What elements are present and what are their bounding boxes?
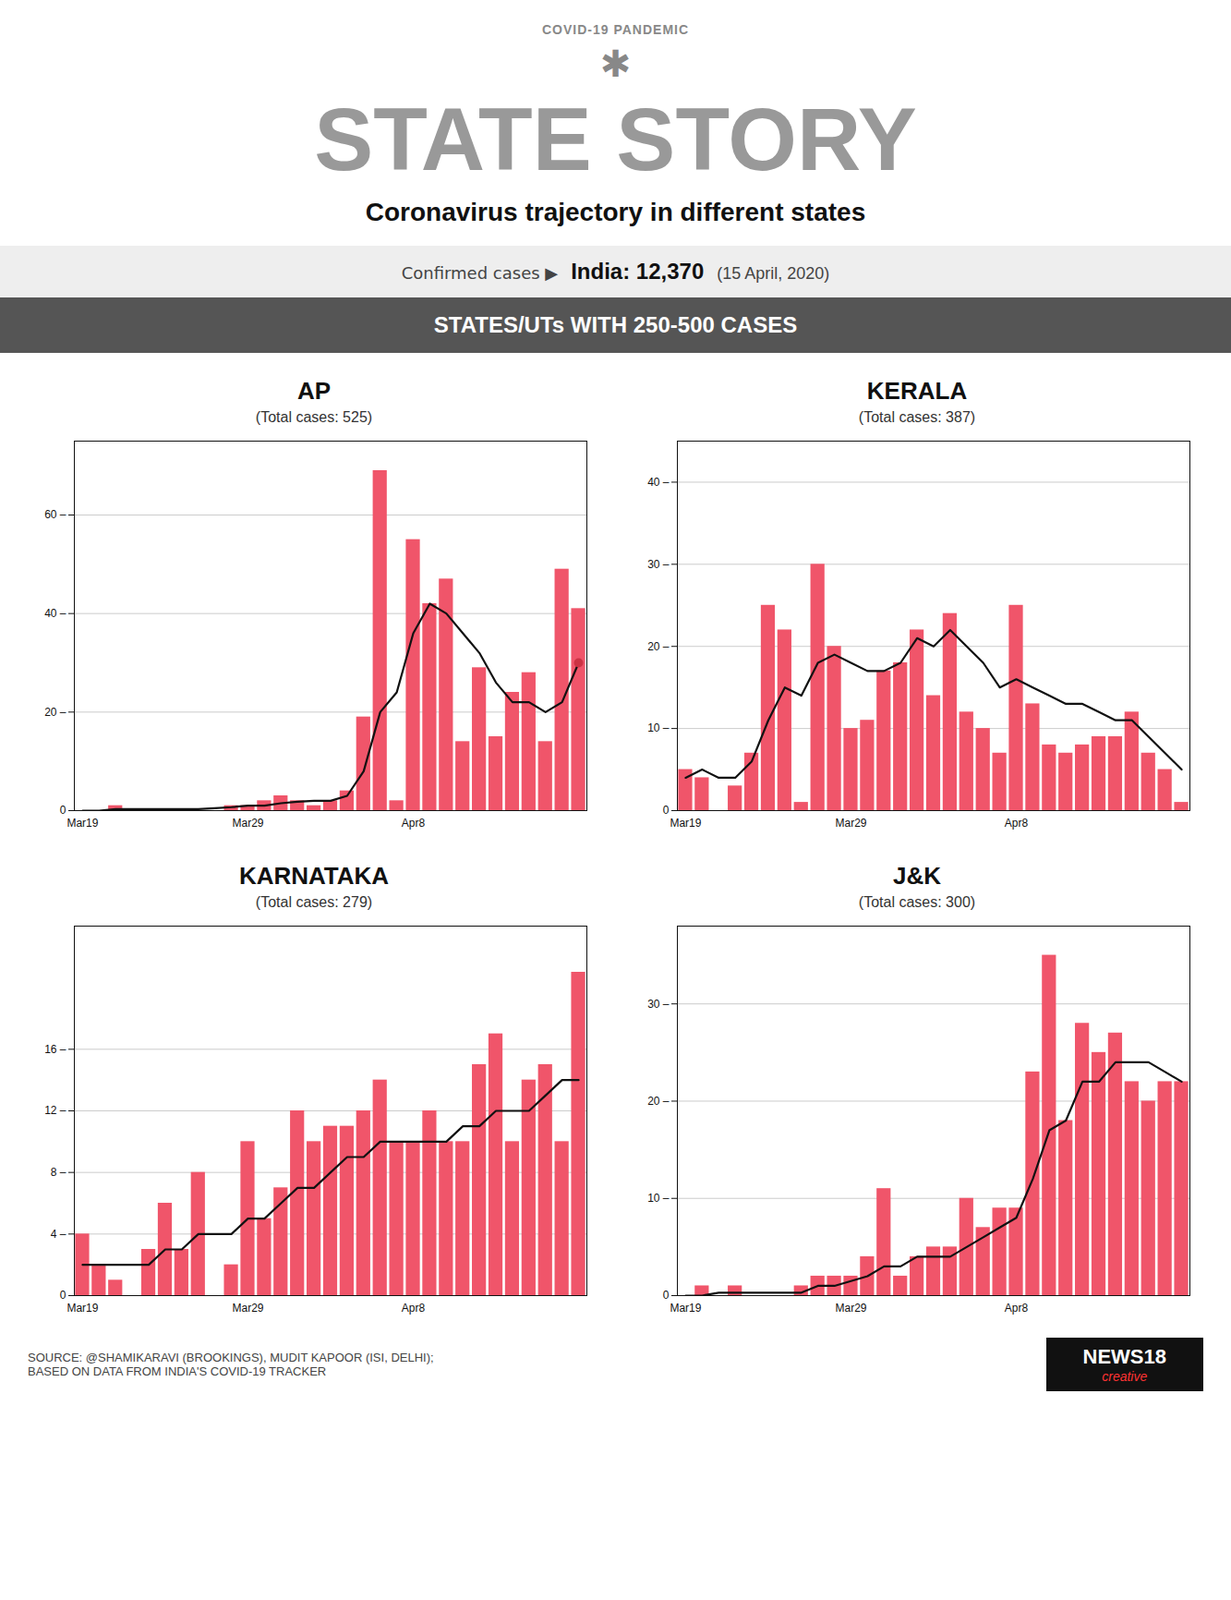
svg-text:40 –: 40 – — [647, 475, 670, 489]
html-text:KERALA: KERALA — [866, 376, 968, 405]
svg-text:60 –: 60 – — [44, 507, 67, 521]
svg-text:Apr8: Apr8 — [1004, 816, 1029, 830]
html-text:Coronavirus trajectory in diff: Coronavirus trajectory in different stat… — [365, 197, 866, 227]
html-text:COVID-19 PANDEMIC: COVID-19 PANDEMIC — [542, 22, 689, 37]
svg-text:Mar19: Mar19 — [669, 1301, 701, 1315]
svg-text:Mar29: Mar29 — [231, 816, 264, 830]
svg-text:30 –: 30 – — [647, 997, 670, 1011]
svg-text:10 –: 10 – — [647, 721, 670, 735]
svg-text:12 –: 12 – — [44, 1103, 67, 1117]
svg-text:Mar19: Mar19 — [66, 1301, 98, 1315]
html-text:NEWS18: NEWS18 — [1082, 1344, 1167, 1368]
html-text:KARNATAKA: KARNATAKA — [239, 861, 389, 890]
svg-text:4 –: 4 – — [50, 1227, 67, 1241]
svg-text:40 –: 40 – — [44, 606, 67, 620]
svg-text:Apr8: Apr8 — [401, 816, 426, 830]
svg-text:Mar29: Mar29 — [834, 816, 867, 830]
html-text:STATES/UTs WITH 250-500 CASES: STATES/UTs WITH 250-500 CASES — [433, 312, 798, 338]
svg-text:30 –: 30 – — [647, 557, 670, 571]
svg-text:Mar19: Mar19 — [66, 816, 98, 830]
svg-text:8 –: 8 – — [50, 1165, 67, 1179]
html-text:(Total cases: 387): (Total cases: 387) — [858, 409, 976, 425]
html-text:STATE STORY: STATE STORY — [314, 89, 917, 189]
html-text:(Total cases: 525): (Total cases: 525) — [255, 409, 373, 425]
svg-text:0: 0 — [663, 1288, 670, 1302]
svg-text:Mar29: Mar29 — [834, 1301, 867, 1315]
html-text:AP: AP — [297, 376, 331, 405]
html-text:(15 April, 2020): (15 April, 2020) — [716, 264, 830, 283]
html-text:J&K: J&K — [893, 861, 942, 890]
html-text:Confirmed cases ▶: Confirmed cases ▶ — [401, 263, 558, 283]
html-text:creative: creative — [1101, 1368, 1148, 1384]
svg-text:0: 0 — [663, 803, 670, 817]
svg-text:Apr8: Apr8 — [401, 1301, 426, 1315]
html-text:India: 12,370: India: 12,370 — [570, 258, 704, 284]
html-text:SOURCE: @SHAMIKARAVI (BROOKING: SOURCE: @SHAMIKARAVI (BROOKINGS), MUDIT … — [27, 1350, 434, 1378]
svg-text:10 –: 10 – — [647, 1191, 670, 1205]
svg-text:Mar29: Mar29 — [231, 1301, 264, 1315]
svg-text:20 –: 20 – — [647, 1094, 670, 1108]
svg-text:20 –: 20 – — [44, 705, 67, 719]
svg-text:Apr8: Apr8 — [1004, 1301, 1029, 1315]
html-text:(Total cases: 300): (Total cases: 300) — [858, 893, 976, 910]
svg-text:20 –: 20 – — [647, 639, 670, 653]
svg-text:16 –: 16 – — [44, 1042, 67, 1056]
svg-text:0: 0 — [60, 1288, 67, 1302]
svg-text:Mar19: Mar19 — [669, 816, 701, 830]
html-text:(Total cases: 279): (Total cases: 279) — [255, 893, 373, 910]
svg-text:0: 0 — [60, 803, 67, 817]
